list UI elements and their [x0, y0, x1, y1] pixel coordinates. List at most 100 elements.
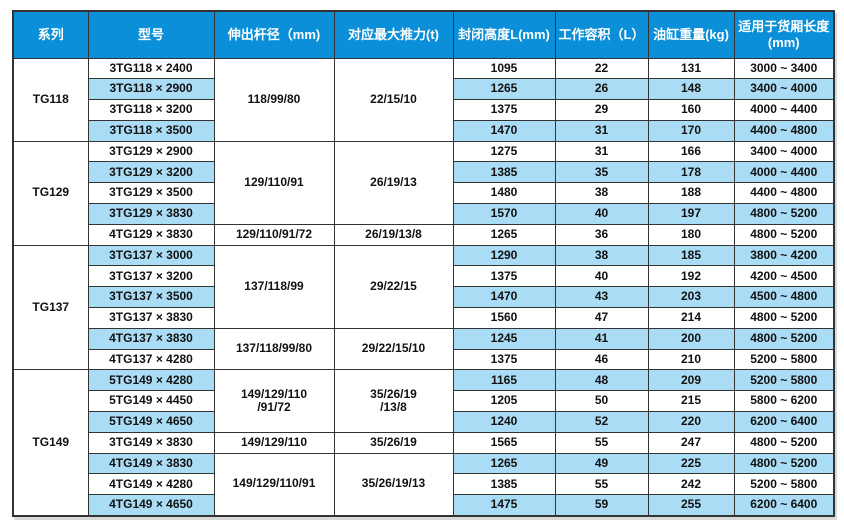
volume-cell: 40: [554, 203, 649, 225]
model-cell: 3TG137 × 3000: [87, 244, 215, 267]
model-cell: 5TG149 × 4450: [87, 390, 215, 413]
thrust-cell: 26/19/13: [333, 140, 454, 225]
height-cell: 1265: [452, 452, 556, 475]
weight-cell: 131: [647, 57, 735, 80]
height-cell: 1480: [452, 182, 556, 205]
model-cell: 5TG149 × 4650: [87, 411, 215, 433]
column-header-model: 型号: [87, 10, 215, 59]
rod-cell: 118/99/80: [213, 57, 335, 142]
box-length-cell: 3000 ~ 3400: [733, 57, 835, 80]
volume-cell: 47: [554, 307, 649, 329]
box-length-cell: 3400 ~ 4000: [733, 140, 835, 163]
weight-cell: 180: [647, 223, 735, 246]
height-cell: 1565: [452, 431, 556, 454]
table-row: 3TG137 × 3830 1560 47 214 4800 ~ 5200: [13, 307, 835, 329]
column-header-weight: 油缸重量(kg): [647, 10, 735, 59]
table-row: 4TG149 × 3830 149/129/110/91 35/26/19/13 12…: [13, 452, 835, 517]
rod-cell: 137/118/99/80: [213, 327, 335, 371]
header-row: 系列 型号 伸出杆径（mm) 对应最大推力(t) 封闭高度L(mm) 工作容积（L） 油缸重…: [12, 10, 835, 59]
series-cell: TG149: [12, 369, 89, 517]
thrust-cell: 29/22/15: [333, 244, 454, 329]
column-header-thrust: 对应最大推力(t): [333, 10, 454, 59]
height-cell: 1385: [452, 161, 556, 184]
height-cell: 1560: [452, 307, 556, 329]
table-row: 4TG149 × 4650 1475 59 255 6200 ~ 6400: [13, 494, 835, 517]
weight-cell: 209: [647, 369, 735, 392]
table-row: 5TG149 × 4650 1240 52 220 6200 ~ 6400: [13, 411, 835, 433]
table-row: 5TG149 × 4450 1205 50 215 5800 ~ 6200: [13, 390, 835, 413]
height-cell: 1205: [452, 390, 556, 413]
table-row: TG118 3TG118 × 2400 118/99/80 22/15/10 1095 2…: [12, 57, 835, 142]
model-cell: 3TG129 × 3830: [87, 203, 215, 225]
box-length-cell: 3400 ~ 4000: [733, 78, 835, 101]
height-cell: 1470: [452, 286, 556, 309]
volume-cell: 46: [554, 348, 649, 371]
model-cell: 4TG149 × 3830: [87, 452, 215, 475]
volume-cell: 43: [554, 286, 649, 309]
box-length-cell: 5200 ~ 5800: [733, 473, 835, 496]
weight-cell: 214: [647, 307, 735, 329]
model-cell: 3TG137 × 3500: [87, 286, 215, 309]
column-header-height: 封闭高度L(mm): [452, 10, 556, 59]
weight-cell: 185: [647, 244, 735, 267]
height-cell: 1240: [452, 411, 556, 433]
model-cell: 3TG137 × 3200: [87, 265, 215, 288]
height-cell: 1095: [452, 57, 556, 80]
series-cell: TG118: [12, 57, 89, 142]
table-row: 3TG137 × 3500 1470 43 203 4500 ~ 4800: [13, 286, 835, 309]
box-length-cell: 5200 ~ 5800: [733, 348, 835, 371]
cylinder-spec-table: 系列 型号 伸出杆径（mm) 对应最大推力(t) 封闭高度L(mm) 工作容积（L） 油缸重…: [12, 10, 835, 517]
thrust-cell: 26/19/13/8: [333, 223, 454, 246]
model-cell: 4TG149 × 4280: [87, 473, 215, 496]
height-cell: 1475: [452, 494, 556, 517]
height-cell: 1165: [452, 369, 556, 392]
box-length-cell: 5200 ~ 5800: [733, 369, 835, 392]
table-row: TG149 5TG149 × 4280 149/129/110 /91/72 35/2…: [12, 369, 835, 517]
box-length-cell: 4800 ~ 5200: [733, 203, 835, 225]
table-row: 3TG118 × 3500 1470 31 170 4400 ~ 4800: [13, 119, 835, 142]
volume-cell: 26: [554, 78, 649, 101]
weight-cell: 247: [647, 431, 735, 454]
rod-cell: 149/129/110 /91/72: [213, 369, 335, 433]
table-row: 3TG149 × 3830 149/129/110 35/26/19 1565 55 24…: [13, 431, 835, 454]
height-cell: 1375: [452, 99, 556, 121]
model-cell: 3TG149 × 3830: [87, 431, 215, 454]
table-row: TG137 3TG137 × 3000 137/118/99 29/22/15 1290…: [12, 244, 835, 371]
weight-cell: 200: [647, 327, 735, 350]
column-header-series: 系列: [12, 10, 89, 59]
column-header-rod: 伸出杆径（mm): [213, 10, 335, 59]
box-length-cell: 4800 ~ 5200: [733, 327, 835, 350]
weight-cell: 170: [647, 119, 735, 142]
weight-cell: 210: [647, 348, 735, 371]
model-cell: 4TG137 × 3830: [87, 327, 215, 350]
weight-cell: 255: [647, 494, 735, 517]
model-cell: 3TG137 × 3830: [87, 307, 215, 329]
box-length-cell: 4800 ~ 5200: [733, 431, 835, 454]
weight-cell: 166: [647, 140, 735, 163]
height-cell: 1265: [452, 78, 556, 101]
rod-cell: 137/118/99: [213, 244, 335, 329]
box-length-cell: 4200 ~ 4500: [733, 265, 835, 288]
box-length-cell: 4000 ~ 4400: [733, 99, 835, 121]
height-cell: 1385: [452, 473, 556, 496]
weight-cell: 197: [647, 203, 735, 225]
volume-cell: 38: [554, 182, 649, 205]
height-cell: 1275: [452, 140, 556, 163]
table-header: 系列 型号 伸出杆径（mm) 对应最大推力(t) 封闭高度L(mm) 工作容积（L） 油缸重…: [12, 10, 835, 59]
box-length-cell: 4800 ~ 5200: [733, 223, 835, 246]
volume-cell: 50: [554, 390, 649, 413]
model-cell: 5TG149 × 4280: [87, 369, 215, 392]
box-length-cell: 4400 ~ 4800: [733, 182, 835, 205]
volume-cell: 55: [554, 473, 649, 496]
model-cell: 3TG129 × 2900: [87, 140, 215, 163]
weight-cell: 148: [647, 78, 735, 101]
height-cell: 1265: [452, 223, 556, 246]
volume-cell: 35: [554, 161, 649, 184]
model-cell: 3TG129 × 3200: [87, 161, 215, 184]
rod-cell: 149/129/110: [213, 431, 335, 454]
table-row: 3TG137 × 3200 1375 40 192 4200 ~ 4500: [13, 265, 835, 288]
volume-cell: 29: [554, 99, 649, 121]
weight-cell: 192: [647, 265, 735, 288]
volume-cell: 31: [554, 140, 649, 163]
model-cell: 3TG118 × 3200: [87, 99, 215, 121]
